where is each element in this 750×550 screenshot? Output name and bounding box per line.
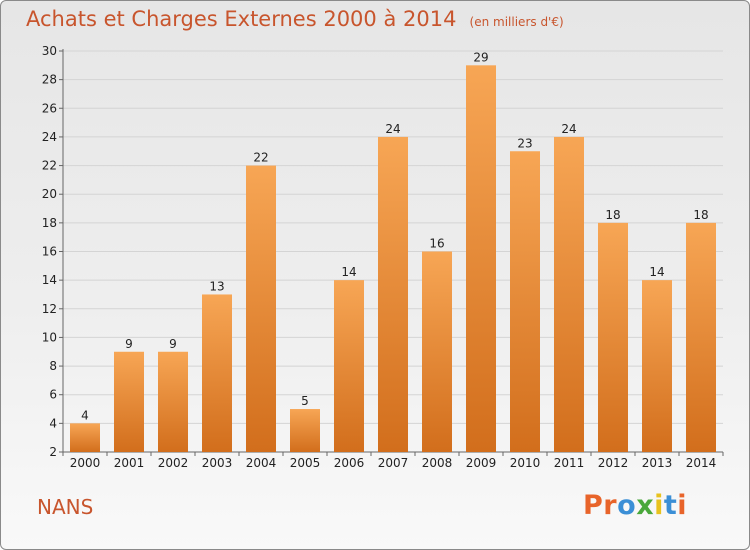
- bar-2013: [642, 280, 672, 452]
- y-tick-label: 10: [42, 330, 57, 344]
- data-label: 13: [209, 279, 224, 293]
- data-label: 22: [253, 151, 268, 165]
- x-tick-label: 2012: [598, 456, 629, 470]
- bar-2002: [158, 351, 188, 452]
- bar-2006: [334, 280, 364, 452]
- logo-letter: t: [663, 490, 678, 521]
- logo-letter: P: [583, 490, 604, 521]
- y-tick-label: 6: [49, 388, 57, 402]
- chart-header: Achats et Charges Externes 2000 à 2014 (…: [26, 7, 564, 31]
- bar-2005: [290, 409, 320, 452]
- logo-letter: i: [677, 490, 688, 521]
- data-label: 24: [561, 122, 576, 136]
- x-tick-label: 2001: [114, 456, 145, 470]
- y-tick-label: 18: [42, 216, 57, 230]
- bar-2000: [70, 423, 100, 452]
- bar-2012: [598, 222, 628, 452]
- data-label: 29: [473, 50, 488, 64]
- logo-letter: r: [603, 490, 618, 521]
- bar-2008: [422, 251, 452, 452]
- bars: [70, 65, 716, 453]
- data-label: 9: [125, 337, 133, 351]
- x-tick-label: 2003: [202, 456, 233, 470]
- data-label: 18: [605, 208, 620, 222]
- bar-2009: [466, 65, 496, 453]
- data-label: 14: [341, 265, 356, 279]
- y-tick-label: 28: [42, 73, 57, 87]
- logo-letter: x: [636, 490, 655, 521]
- x-tick-label: 2009: [466, 456, 497, 470]
- x-tick-label: 2010: [510, 456, 541, 470]
- y-tick-label: 14: [42, 273, 57, 287]
- x-tick-label: 2014: [686, 456, 717, 470]
- chart-title: Achats et Charges Externes 2000 à 2014: [26, 7, 457, 31]
- x-tick-label: 2008: [422, 456, 453, 470]
- y-tick-label: 2: [49, 445, 57, 459]
- x-tick-label: 2011: [554, 456, 585, 470]
- data-label: 4: [81, 408, 89, 422]
- bar-2010: [510, 151, 540, 452]
- x-tick-label: 2005: [290, 456, 321, 470]
- data-label: 24: [385, 122, 400, 136]
- bar-2011: [554, 136, 584, 452]
- x-tick-label: 2002: [158, 456, 189, 470]
- y-tick-label: 22: [42, 159, 57, 173]
- y-tick-label: 20: [42, 187, 57, 201]
- data-label: 9: [169, 337, 177, 351]
- bar-2003: [202, 294, 232, 452]
- x-tick-label: 2007: [378, 456, 409, 470]
- y-tick-label: 4: [49, 416, 57, 430]
- data-label: 14: [649, 265, 664, 279]
- x-tick-label: 2013: [642, 456, 673, 470]
- bar-2001: [114, 351, 144, 452]
- x-tick-label: 2006: [334, 456, 365, 470]
- y-tick-label: 26: [42, 101, 57, 115]
- bar-2004: [246, 165, 276, 453]
- x-tick-label: 2000: [70, 456, 101, 470]
- y-tick-label: 24: [42, 130, 57, 144]
- data-label: 16: [429, 237, 444, 251]
- place-name: NANS: [37, 495, 94, 519]
- x-tick-label: 2004: [246, 456, 277, 470]
- y-tick-label: 8: [49, 359, 57, 373]
- labels: 4 9 9 13 22 5 14 24 16 29 23 24 18 14 18: [81, 50, 708, 422]
- y-tick-label: 16: [42, 245, 57, 259]
- logo-letter: i: [654, 490, 664, 521]
- bar-2007: [378, 136, 408, 452]
- y-tick-label: 30: [42, 44, 57, 58]
- proxiti-logo: Proxiti: [583, 490, 687, 521]
- data-label: 5: [301, 394, 309, 408]
- data-label: 23: [517, 136, 532, 150]
- chart-subtitle: (en milliers d'€): [469, 15, 564, 29]
- y-tick-label: 12: [42, 302, 57, 316]
- bar-2014: [686, 222, 716, 452]
- logo-letter: o: [617, 490, 637, 521]
- data-label: 18: [693, 208, 708, 222]
